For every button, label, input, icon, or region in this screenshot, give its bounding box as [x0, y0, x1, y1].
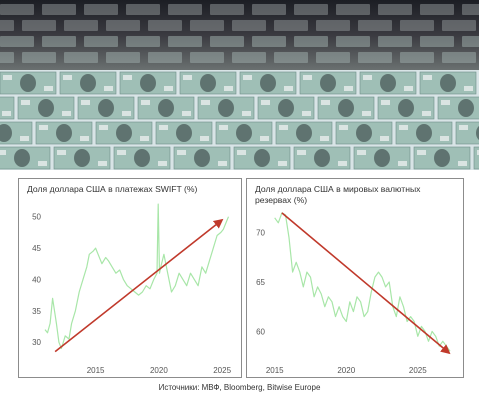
banknotes-photo-image	[0, 0, 479, 170]
charts-panel: 30 35 40 45 50 2015 2020 2025 Доля доллара США …	[0, 170, 479, 400]
x-tick-label: 2020	[337, 366, 355, 375]
series-line	[44, 203, 230, 350]
y-tick-label: 40	[32, 275, 41, 284]
x-tick-label: 2015	[266, 366, 284, 375]
x-tick-label: 2015	[87, 366, 105, 375]
banknotes-photo	[0, 0, 479, 170]
chart-reserves: 60 65 70 2015 2020 2025 Доля доллара США в ми…	[246, 178, 464, 378]
chart-swift-title: Доля доллара США в платежах SWIFT (%)	[27, 184, 198, 194]
y-tick-label: 35	[32, 307, 41, 316]
y-tick-label: 45	[32, 244, 41, 253]
series-line	[274, 212, 451, 352]
x-tick-label: 2025	[213, 366, 231, 375]
y-tick-label: 50	[32, 213, 41, 222]
x-tick-label: 2025	[409, 366, 427, 375]
source-note: Источники: МВФ, Bloomberg, Bitwise Europ…	[158, 383, 321, 392]
chart-reserves-plot: 60 65 70 2015 2020 2025	[256, 212, 451, 375]
chart-reserves-title: Доля доллара США в мировых валютных резе…	[255, 184, 421, 205]
y-tick-label: 70	[256, 229, 265, 238]
chart-swift: 30 35 40 45 50 2015 2020 2025 Доля доллара США …	[18, 178, 242, 378]
trend-arrow	[281, 212, 451, 355]
y-tick-label: 30	[32, 338, 41, 347]
y-tick-label: 65	[256, 278, 265, 287]
trend-arrow	[54, 218, 224, 353]
chart-swift-plot: 30 35 40 45 50 2015 2020 2025	[32, 203, 232, 375]
y-tick-label: 60	[256, 327, 265, 336]
x-tick-label: 2020	[150, 366, 168, 375]
